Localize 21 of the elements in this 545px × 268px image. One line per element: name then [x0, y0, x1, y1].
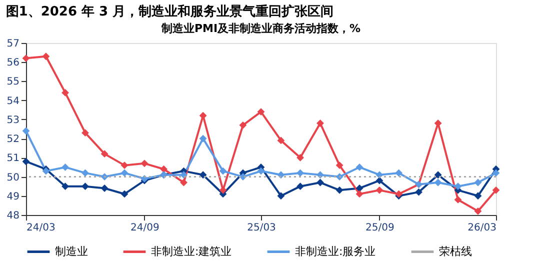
x-tick-label: 25/03	[247, 222, 276, 234]
y-tick-label: 49	[6, 191, 20, 202]
x-tick-label: 24/03	[26, 222, 56, 234]
legend-label: 非制造业:建筑业	[151, 244, 232, 258]
y-tick-label: 55	[6, 76, 20, 88]
legend-label: 制造业	[55, 244, 88, 258]
y-tick-label: 50	[6, 172, 20, 184]
x-tick-label: 25/09	[366, 222, 394, 234]
y-tick-label: 56	[6, 58, 20, 69]
x-tick-label: 26/03	[468, 222, 496, 234]
y-tick-label: 53	[6, 114, 20, 126]
legend-label: 非制造业:服务业	[295, 244, 376, 258]
y-tick-label: 52	[6, 134, 20, 146]
y-tick-label: 48	[6, 210, 20, 222]
chart-title: 图1、2026 年 3 月，制造业和服务业景气重回扩张区间	[6, 4, 334, 20]
y-tick-label: 57	[6, 38, 20, 50]
y-tick-label: 51	[6, 153, 20, 164]
x-tick-label: 24/09	[130, 222, 160, 234]
chart-subtitle: 制造业PMI及非制造业商务活动指数，%	[160, 22, 361, 35]
y-tick-label: 54	[6, 96, 20, 107]
legend-label: 荣枯线	[439, 244, 472, 258]
